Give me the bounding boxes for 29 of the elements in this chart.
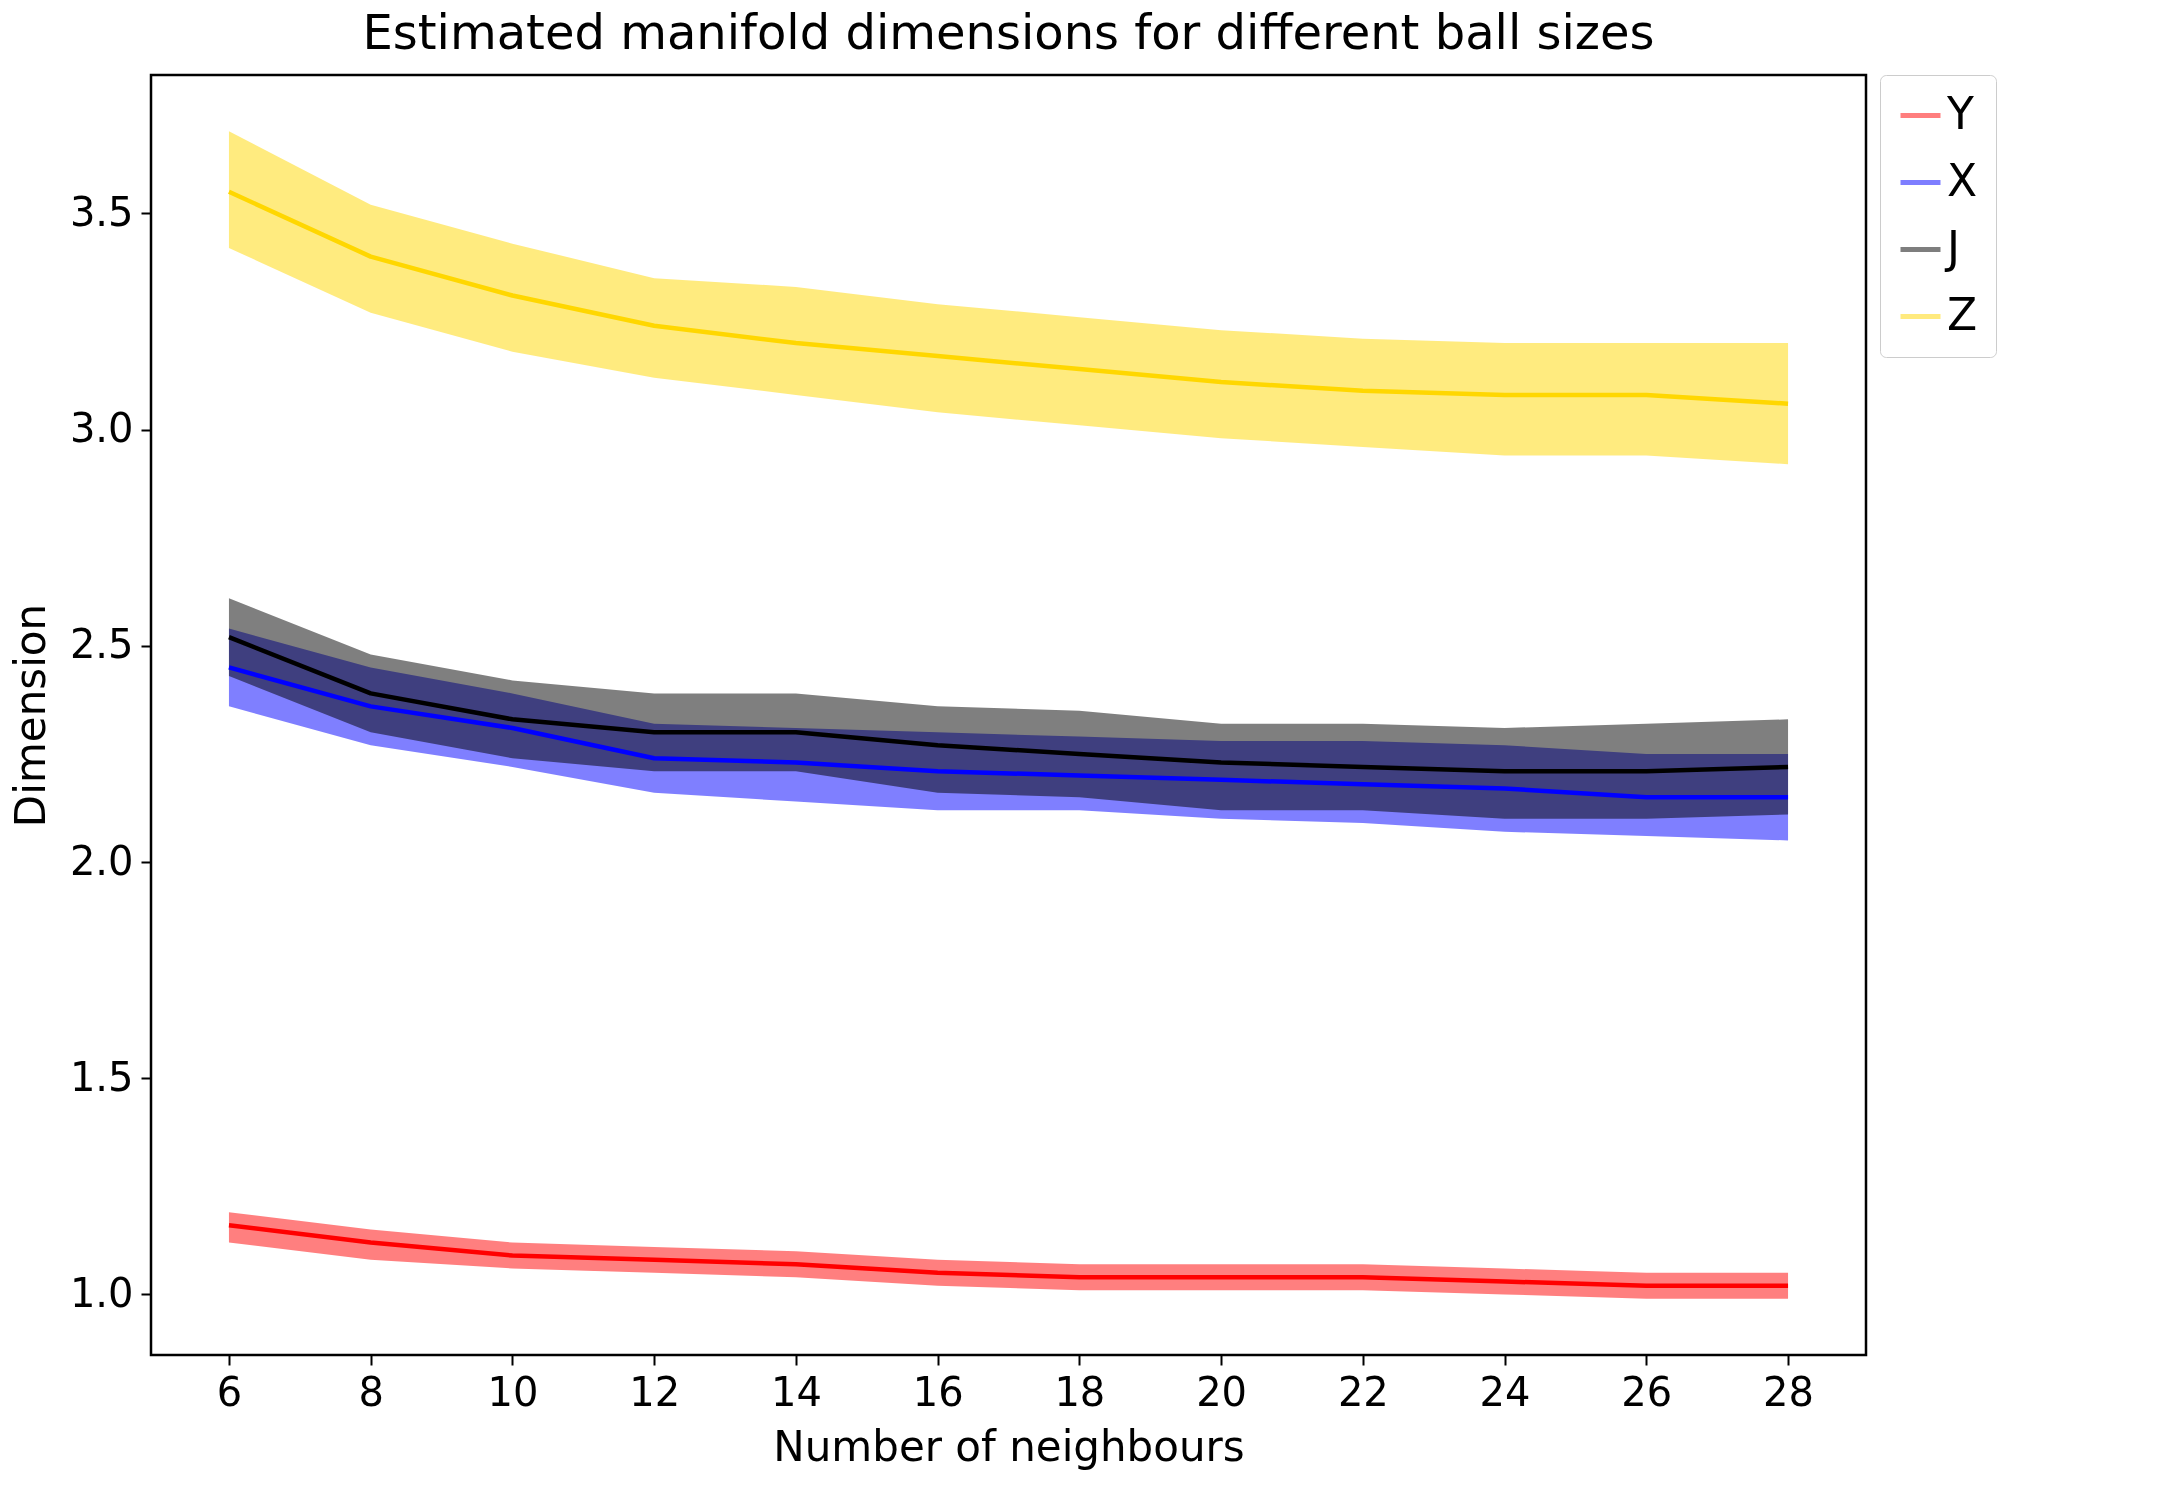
legend-label: Z — [1947, 288, 1978, 340]
x-tick-label: 8 — [358, 1368, 384, 1415]
line-series — [226, 634, 1791, 774]
legend-label: X — [1947, 154, 1978, 206]
x-tick-label: 18 — [1054, 1368, 1106, 1415]
chart-title: Estimated manifold dimensions for different ball sizes — [362, 3, 1655, 60]
y-axis-title: Dimension — [5, 603, 55, 828]
x-tick-label: 20 — [1196, 1368, 1248, 1415]
x-tick-label: 16 — [912, 1368, 964, 1415]
x-tick-label: 10 — [487, 1368, 539, 1415]
y-tick-label: 3.0 — [69, 405, 134, 452]
line-series — [226, 189, 1791, 406]
y-tick-label: 2.0 — [69, 837, 134, 884]
line-series — [226, 1223, 1791, 1289]
legend-label: Y — [1946, 87, 1974, 139]
x-axis-title: Number of neighbours — [773, 1421, 1245, 1471]
x-tick-label: 12 — [629, 1368, 681, 1415]
line-series — [226, 665, 1791, 800]
x-tick-label: 14 — [770, 1368, 822, 1415]
y-tick-label: 1.0 — [69, 1269, 134, 1316]
x-tick-label: 26 — [1621, 1368, 1673, 1415]
y-tick-label: 1.5 — [69, 1053, 134, 1100]
x-tick-label: 24 — [1479, 1368, 1531, 1415]
y-tick-label: 3.5 — [69, 188, 134, 235]
y-tick-label: 2.5 — [69, 621, 134, 668]
legend-label: J — [1944, 221, 1960, 273]
x-tick-label: 6 — [216, 1368, 243, 1415]
x-tick-label: 22 — [1337, 1368, 1389, 1415]
x-tick-label: 28 — [1763, 1368, 1814, 1415]
